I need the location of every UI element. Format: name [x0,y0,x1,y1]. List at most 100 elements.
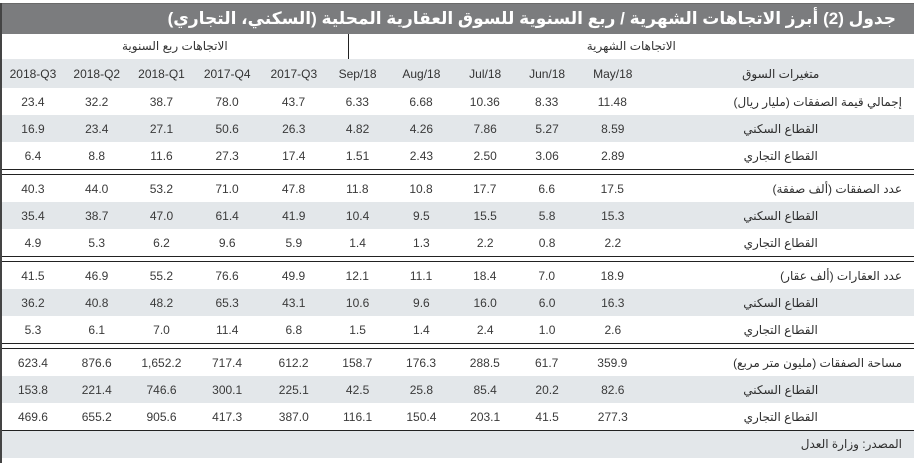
table-cell: 35.4 [21,208,45,223]
table-cell: 61.4 [215,208,239,223]
table-cell: 44.0 [85,181,109,196]
table-cell: 7.0 [153,322,170,337]
table-cell: 26.3 [282,121,306,136]
table-row: 41.5 46.9 55.2 76.6 49.9 12.1 11.1 18.4 7.0 18.9 ع… [2,262,914,289]
table-cell: 1,652.2 [141,355,182,370]
table-cell: 16.3 [601,295,625,310]
data-table: جدول (2) أبرز الاتجاهات الشهرية / ربع ال… [0,3,914,463]
table-cell: 203.1 [470,409,501,424]
source-note: المصدر: وزارة العدل [2,431,914,458]
table-cell: 277.3 [597,409,628,424]
table-cell: 15.5 [473,208,497,223]
table-row: 6.4 8.8 11.6 27.3 17.4 1.51 2.43 2.50 3.06 2.89 ال… [2,142,914,169]
table-cell: 41.5 [535,409,559,424]
section-divider [2,343,914,349]
group-header: الاتجاهات ربع السنوية الاتجاهات الشهرية [2,34,914,60]
table-row: 16.9 23.4 27.1 50.6 26.3 4.82 4.26 7.86 5.27 8.59… [2,115,914,142]
table-cell: 49.9 [281,268,306,283]
table-cell: 10.4 [345,208,370,223]
table-cell: 65.3 [215,295,239,310]
table-cell: 32.2 [85,94,109,109]
table-cell: 43.7 [281,94,306,109]
table-cell: 6.1 [88,322,106,337]
table-cell: 11.4 [215,322,239,337]
table-cell: 10.6 [345,295,370,310]
table-cell: 150.4 [406,409,437,424]
table-cell: 41.9 [282,208,306,223]
table-cell: 288.5 [469,355,500,370]
table-cell: 1.5 [349,322,366,337]
table-cell: 16.9 [21,121,45,136]
section-divider [2,256,914,262]
table-cell: 15.3 [601,208,625,223]
table-cell: 6.2 [153,235,170,250]
table-row: 35.4 38.7 47.0 61.4 41.9 10.4 9.5 15.5 5.8 15.3 ال… [2,202,914,229]
table-cell: 5.8 [538,208,556,223]
table-cell: 8.8 [88,148,106,163]
table-row: 469.6 655.2 905.6 417.3 387.0 116.1 150.4 203.1… [2,403,914,430]
table-cell: 6.33 [345,94,369,109]
table-cell: 2.43 [409,148,434,163]
table-row: 23.4 32.2 38.7 78.0 43.7 6.33 6.68 10.36 8.33 11.… [2,88,914,115]
table-cell: 4.9 [24,235,42,250]
column-header-row: 2018-Q3 2018-Q2 2018-Q1 2017-Q4 2017-Q3 Sep/1… [2,60,914,88]
table-cell: 23.4 [85,121,109,136]
table-cell: 0.8 [538,235,556,250]
table-cell: 9.6 [218,235,236,250]
table-cell: 9.5 [413,208,430,223]
table-cell: 6.8 [285,322,303,337]
table-cell: 300.1 [212,382,243,397]
column-header: Jun/18 [529,67,566,81]
table-cell: 53.2 [149,181,174,196]
table-cell: 5.9 [285,235,303,250]
table-cell: 50.6 [215,121,239,136]
column-header: Aug/18 [402,67,441,81]
table-cell: 27.3 [215,148,239,163]
column-header: 2018-Q1 [138,67,185,81]
table-cell: 2.2 [604,235,622,250]
table-cell: 42.5 [345,382,370,397]
table-cell: 3.06 [535,148,559,163]
table-cell: 76.6 [215,268,239,283]
table-cell: 5.3 [88,235,106,250]
table-cell: 17.7 [473,181,497,196]
table-cell: 221.4 [81,382,112,397]
column-header: May/18 [593,67,633,81]
table-row: 4.9 5.3 6.2 9.6 5.9 1.4 1.3 2.2 0.8 2.2 القطاع الت… [2,229,914,256]
table-cell: 71.0 [215,181,239,196]
column-header: Jul/18 [469,67,502,81]
table-cell: 746.6 [146,382,177,397]
table-cell: 5.3 [24,322,42,337]
group-quarterly: الاتجاهات ربع السنوية [2,34,349,59]
table-cell: 7.0 [538,268,556,283]
table-row: 5.3 6.1 7.0 11.4 6.8 1.5 1.4 2.4 1.0 2.6 القطاع ال… [2,316,914,343]
row-label: القطاع السكني [743,295,819,310]
table-cell: 11.48 [597,94,627,109]
table-cell: 116.1 [343,409,373,424]
row-label: القطاع التجاري [743,235,818,250]
table-cell: 18.4 [473,268,497,283]
table-cell: 612.2 [278,355,309,370]
table-cell: 153.8 [17,382,48,397]
table-cell: 2.50 [473,148,497,163]
table-cell: 158.7 [342,355,373,370]
row-label: مساحة الصفقات (مليون متر مربع) [733,355,902,370]
section-divider [2,169,914,175]
table-cell: 40.8 [85,295,109,310]
table-cell: 78.0 [215,94,239,109]
table-cell: 82.6 [601,382,625,397]
table-cell: 55.2 [149,268,174,283]
table-cell: 16.0 [473,295,497,310]
table-cell: 876.6 [81,355,112,370]
table-cell: 4.26 [409,121,434,136]
table-row: 36.2 40.8 48.2 65.3 43.1 10.6 9.6 16.0 6.0 16.3 ال… [2,289,914,316]
table-cell: 905.6 [146,409,177,424]
table-cell: 25.8 [409,382,434,397]
table-cell: 12.1 [345,268,369,283]
column-header: 2018-Q3 [9,67,57,81]
table-cell: 27.1 [149,121,174,136]
row-label: عدد الصفقات (ألف صفقة) [772,181,902,196]
table-cell: 23.4 [21,94,45,109]
row-label: القطاع السكني [743,121,819,136]
table-cell: 10.8 [409,181,433,196]
